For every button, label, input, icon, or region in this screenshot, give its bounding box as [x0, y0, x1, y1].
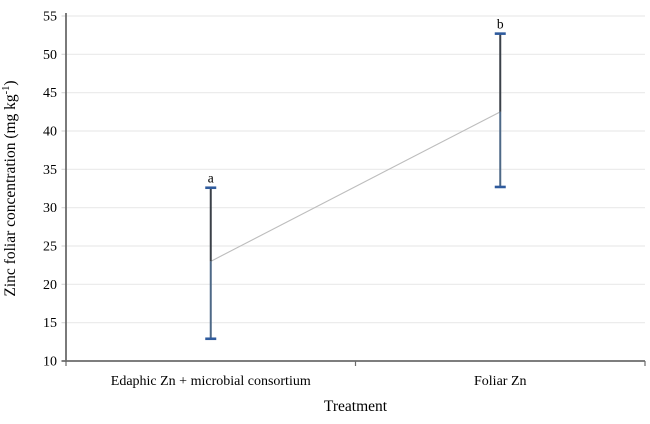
x-category-label: Foliar Zn [474, 374, 527, 389]
y-tick-label: 35 [43, 163, 57, 178]
y-tick-label: 55 [43, 10, 57, 25]
y-tick-label: 25 [43, 240, 57, 255]
y-tick-label: 15 [43, 316, 57, 331]
y-tick-label: 30 [43, 201, 57, 216]
y-axis-title: Zinc foliar concentration (mg kg-1) [1, 80, 19, 296]
x-axis-title: Treatment [324, 398, 388, 415]
y-tick-label: 45 [43, 86, 57, 101]
y-tick-label: 20 [43, 278, 57, 293]
significance-letter: a [208, 171, 214, 186]
y-tick-label: 40 [43, 125, 57, 140]
x-category-label: Edaphic Zn + microbial consortium [111, 374, 311, 389]
series-line [210, 111, 501, 262]
y-tick-label: 50 [43, 48, 57, 63]
significance-letter: b [497, 17, 504, 32]
y-tick-label: 10 [43, 355, 57, 370]
